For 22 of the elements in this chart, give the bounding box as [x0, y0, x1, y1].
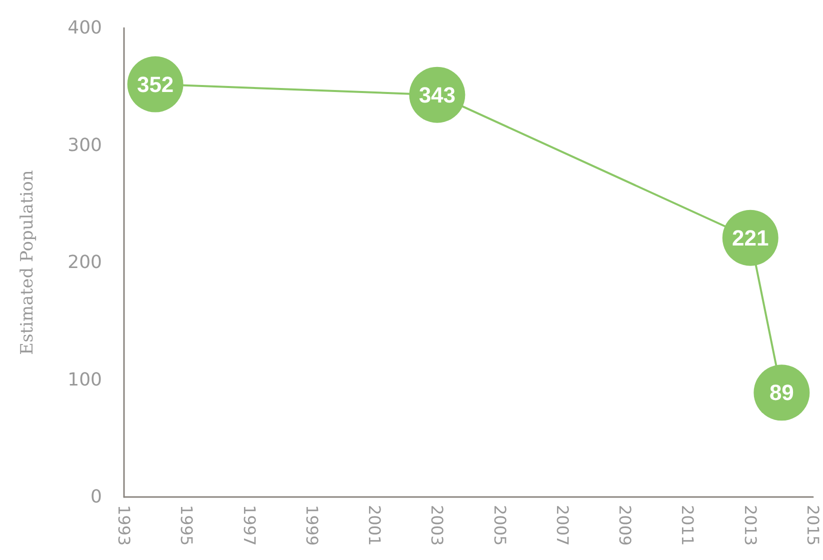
x-tick-label: 2003: [428, 505, 447, 546]
x-tick-label: 2007: [552, 505, 572, 546]
data-label: 343: [418, 82, 456, 108]
y-tick-label: 100: [68, 369, 102, 390]
x-tick-label: 2013: [740, 505, 760, 546]
data-label: 352: [136, 72, 174, 97]
x-tick-label: 2005: [490, 505, 510, 546]
y-tick-label: 200: [68, 252, 102, 273]
y-tick-label: 300: [68, 134, 102, 156]
y-axis-title: Estimated Population: [18, 170, 38, 355]
x-tick-label: 2001: [365, 505, 384, 546]
x-tick-label: 1993: [114, 505, 134, 546]
x-tick-label: 2015: [804, 505, 822, 546]
x-tick-label: 2009: [616, 505, 635, 546]
y-tick-label: 0: [90, 486, 102, 508]
x-tick-label: 1997: [240, 505, 259, 546]
data-label: 89: [769, 380, 794, 406]
x-tick-label: 1995: [177, 505, 196, 546]
x-tick-label: 1999: [302, 505, 322, 546]
x-tick-label: 2011: [678, 505, 698, 546]
y-tick-label: 400: [68, 18, 102, 38]
data-label: 221: [732, 225, 769, 250]
